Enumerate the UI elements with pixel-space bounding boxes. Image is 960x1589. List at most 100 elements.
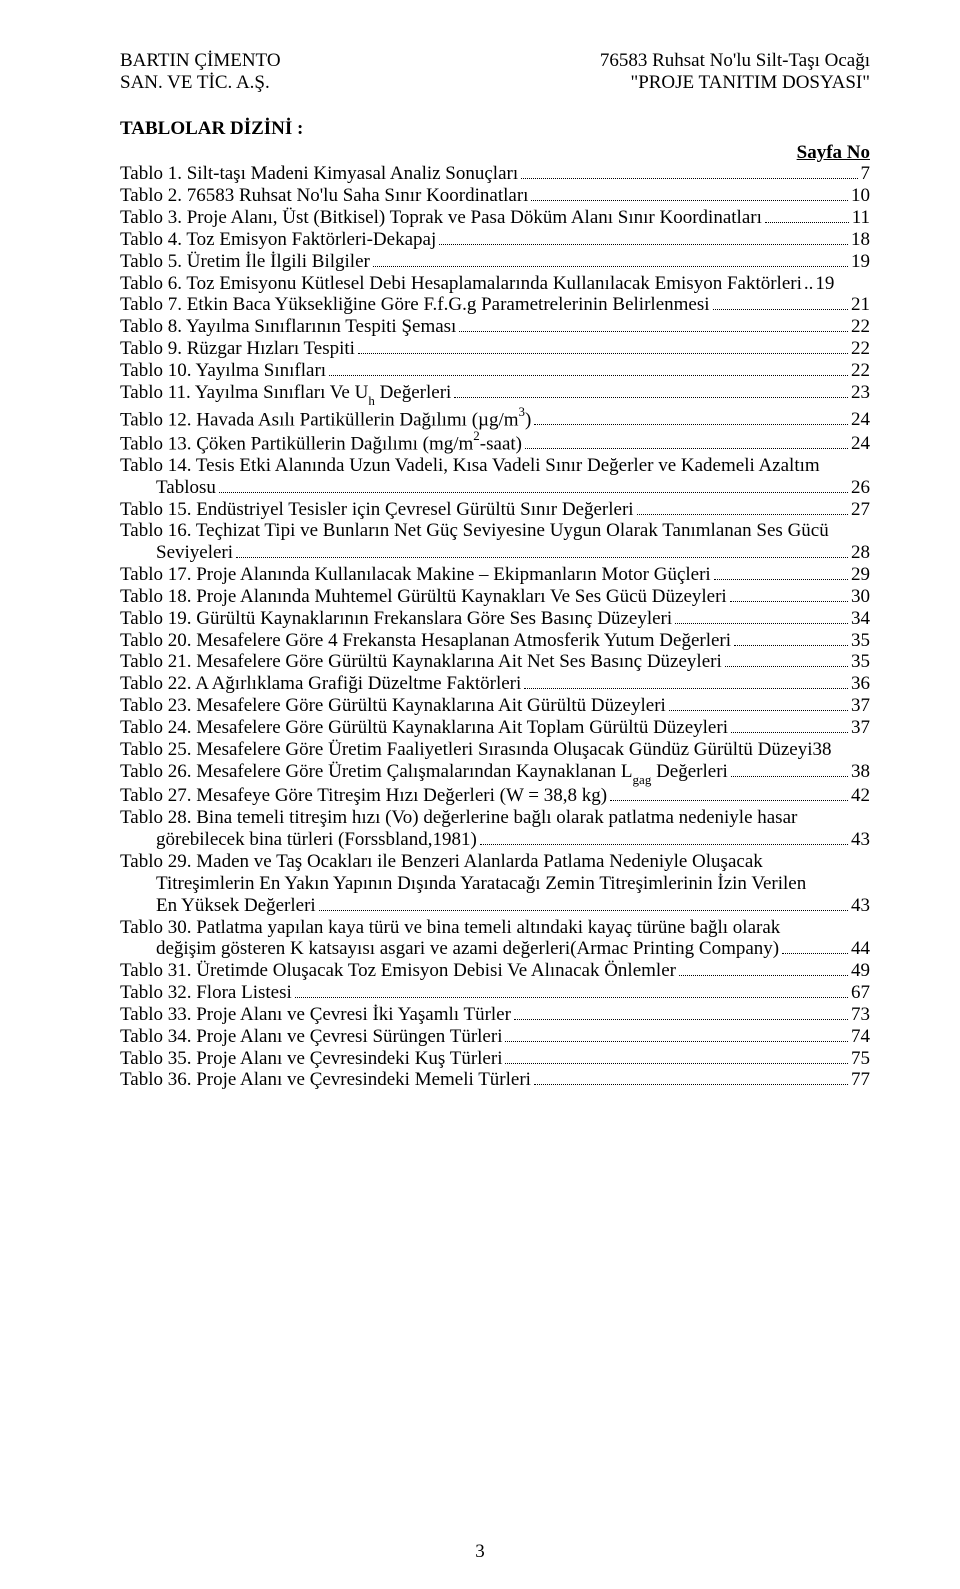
toc-entry-label: Tablo 34. Proje Alanı ve Çevresi Sürünge… [120, 1026, 502, 1048]
toc-dots [669, 710, 848, 711]
toc-dots [534, 1084, 848, 1085]
toc-entry-page: 24 [851, 409, 870, 431]
toc-entry: Tablo 32. Flora Listesi67 [120, 982, 870, 1004]
toc-entry-label: Tablo 9. Rüzgar Hızları Tespiti [120, 338, 355, 360]
toc-dots [534, 424, 848, 425]
header-company-name: BARTIN ÇİMENTO [120, 50, 281, 72]
toc-entry-page: 19 [815, 273, 834, 295]
toc-entry-page: 23 [851, 382, 870, 404]
toc-entry: Tablo 23. Mesafelere Göre Gürültü Kaynak… [120, 695, 870, 717]
toc-entry-label: Tablo 22. A Ağırlıklama Grafiği Düzeltme… [120, 673, 521, 695]
toc-dots [521, 178, 857, 179]
toc-entry: Tablo 10. Yayılma Sınıfları22 [120, 360, 870, 382]
toc-dots [675, 623, 848, 624]
toc-entry: Tablo 9. Rüzgar Hızları Tespiti22 [120, 338, 870, 360]
toc-dots [782, 953, 848, 954]
toc-dots [610, 800, 848, 801]
toc-entry-page: 35 [851, 630, 870, 652]
toc-dots [459, 331, 848, 332]
page: BARTIN ÇİMENTO SAN. VE TİC. A.Ş. 76583 R… [0, 0, 960, 1589]
toc-entry-page: 37 [851, 695, 870, 717]
toc-entry-label: Tablo 12. Havada Asılı Partiküllerin Dağ… [120, 407, 531, 431]
toc-dots [219, 492, 848, 493]
toc-entry-label: Tablo 28. Bina temeli titreşim hızı (Vo)… [120, 807, 797, 829]
toc-dots [514, 1019, 848, 1020]
toc-entry-page: 10 [851, 185, 870, 207]
toc-entry: Tablo 20. Mesafelere Göre 4 Frekansta He… [120, 630, 870, 652]
toc-entry-label: Tablo 36. Proje Alanı ve Çevresindeki Me… [120, 1069, 531, 1091]
toc-entry: Tablo 33. Proje Alanı ve Çevresi İki Yaş… [120, 1004, 870, 1026]
toc-dots [730, 601, 848, 602]
toc-entry-label: Tablo 11. Yayılma Sınıfları Ve Uh Değerl… [120, 382, 451, 407]
toc-entry-page: 73 [851, 1004, 870, 1026]
toc-entry-page: 74 [851, 1026, 870, 1048]
toc-entry-label: Tablo 33. Proje Alanı ve Çevresi İki Yaş… [120, 1004, 511, 1026]
toc-entry-label: Titreşimlerin En Yakın Yapının Dışında Y… [156, 873, 806, 895]
toc-entry-label: Tablo 35. Proje Alanı ve Çevresindeki Ku… [120, 1048, 502, 1070]
header-right: 76583 Ruhsat No'lu Silt-Taşı Ocağı "PROJ… [600, 50, 870, 94]
toc-dots [319, 910, 848, 911]
toc-entry-label: Tablo 32. Flora Listesi [120, 982, 292, 1004]
toc-entry-label: Tablo 20. Mesafelere Göre 4 Frekansta He… [120, 630, 731, 652]
toc-entry: Tablo 34. Proje Alanı ve Çevresi Sürünge… [120, 1026, 870, 1048]
toc-entry-label: Tablo 16. Teçhizat Tipi ve Bunların Net … [120, 520, 829, 542]
document-header: BARTIN ÇİMENTO SAN. VE TİC. A.Ş. 76583 R… [120, 50, 870, 94]
toc-dots [295, 997, 848, 998]
toc-entry: Tablo 28. Bina temeli titreşim hızı (Vo)… [120, 807, 870, 829]
toc-dots [454, 397, 848, 398]
toc-entry: Tablo 36. Proje Alanı ve Çevresindeki Me… [120, 1069, 870, 1091]
toc-entry-page: 49 [851, 960, 870, 982]
toc-entry: Tablo 18. Proje Alanında Muhtemel Gürült… [120, 586, 870, 608]
toc-entry-label: Tablo 8. Yayılma Sınıflarının Tespiti Şe… [120, 316, 456, 338]
toc-entry-page: 28 [851, 542, 870, 564]
toc-entry: Tablo 13. Çöken Partiküllerin Dağılımı (… [120, 431, 870, 455]
toc-entry-page: 77 [851, 1069, 870, 1091]
toc-entry: Tablosu26 [120, 477, 870, 499]
toc-entry-page: 35 [851, 651, 870, 673]
toc-entry-label: Tablo 3. Proje Alanı, Üst (Bitkisel) Top… [120, 207, 762, 229]
toc-entry-page: 38 [812, 739, 831, 761]
toc-entry-label: Tablo 30. Patlatma yapılan kaya türü ve … [120, 917, 780, 939]
toc-entry-page: 43 [851, 829, 870, 851]
toc-dots [725, 666, 848, 667]
toc-entry: Tablo 35. Proje Alanı ve Çevresindeki Ku… [120, 1048, 870, 1070]
toc-entry-page: 34 [851, 608, 870, 630]
toc-entry: Tablo 17. Proje Alanında Kullanılacak Ma… [120, 564, 870, 586]
toc-dots [637, 514, 848, 515]
toc-dots [713, 309, 848, 310]
toc-entry-label: Tablo 19. Gürültü Kaynaklarının Frekansl… [120, 608, 672, 630]
toc-entry-label: Tablo 21. Mesafelere Göre Gürültü Kaynak… [120, 651, 722, 673]
toc-entry: Tablo 25. Mesafelere Göre Üretim Faaliye… [120, 739, 870, 761]
toc-entry-page: 30 [851, 586, 870, 608]
toc-entry-page: 11 [852, 207, 870, 229]
toc-dots [714, 579, 848, 580]
toc-entry: Tablo 19. Gürültü Kaynaklarının Frekansl… [120, 608, 870, 630]
toc-entry: Tablo 1. Silt-taşı Madeni Kimyasal Anali… [120, 163, 870, 185]
toc-dots [731, 732, 848, 733]
toc-entry: En Yüksek Değerleri43 [120, 895, 870, 917]
toc-entry: Tablo 14. Tesis Etki Alanında Uzun Vadel… [120, 455, 870, 477]
toc-dots [734, 645, 848, 646]
toc-entry: Tablo 30. Patlatma yapılan kaya türü ve … [120, 917, 870, 939]
toc-entry-label: Tablo 26. Mesafelere Göre Üretim Çalışma… [120, 761, 728, 786]
toc-entry: Tablo 27. Mesafeye Göre Titreşim Hızı De… [120, 785, 870, 807]
toc-entry: Tablo 8. Yayılma Sınıflarının Tespiti Şe… [120, 316, 870, 338]
toc-entry-label: Tablo 5. Üretim İle İlgili Bilgiler [120, 251, 370, 273]
toc-dots [679, 975, 848, 976]
toc-entry-label: Tablo 23. Mesafelere Göre Gürültü Kaynak… [120, 695, 666, 717]
toc-entry-label: Tablo 27. Mesafeye Göre Titreşim Hızı De… [120, 785, 607, 807]
toc-dots [373, 266, 848, 267]
toc-entry-label: değişim gösteren K katsayısı asgari ve a… [156, 938, 779, 960]
toc-entry-page: 21 [851, 294, 870, 316]
toc-entry-page: 22 [851, 316, 870, 338]
toc-dots [524, 688, 848, 689]
toc-entry-page: 7 [861, 163, 871, 185]
toc-entry: Tablo 21. Mesafelere Göre Gürültü Kaynak… [120, 651, 870, 673]
toc-entry-page: 42 [851, 785, 870, 807]
toc-entry: Tablo 24. Mesafelere Göre Gürültü Kaynak… [120, 717, 870, 739]
toc-entry: değişim gösteren K katsayısı asgari ve a… [120, 938, 870, 960]
toc-entry: Tablo 3. Proje Alanı, Üst (Bitkisel) Top… [120, 207, 870, 229]
toc-entry-page: 44 [851, 938, 870, 960]
toc-entry-label: Tablo 10. Yayılma Sınıfları [120, 360, 326, 382]
toc-entry: Tablo 11. Yayılma Sınıfları Ve Uh Değerl… [120, 382, 870, 407]
